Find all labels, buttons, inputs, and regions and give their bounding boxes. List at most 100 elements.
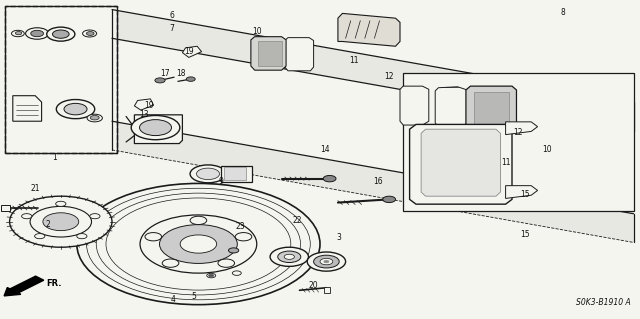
Circle shape (22, 214, 32, 219)
Bar (1, 205, 10, 211)
Polygon shape (338, 13, 400, 46)
Circle shape (56, 100, 95, 119)
Circle shape (83, 30, 97, 37)
Text: 2: 2 (45, 220, 51, 229)
Bar (5, 6, 117, 153)
Circle shape (10, 196, 112, 247)
Circle shape (320, 258, 333, 265)
Circle shape (218, 259, 235, 267)
Circle shape (307, 252, 346, 271)
Text: 5: 5 (191, 292, 196, 300)
Text: 11: 11 (501, 158, 510, 167)
Circle shape (278, 251, 301, 263)
Circle shape (131, 115, 180, 140)
Circle shape (186, 77, 195, 81)
Circle shape (383, 196, 396, 203)
Text: 13: 13 (139, 110, 149, 119)
Circle shape (155, 78, 165, 83)
Polygon shape (421, 129, 500, 196)
Circle shape (140, 120, 172, 136)
Circle shape (31, 30, 44, 37)
Circle shape (87, 114, 102, 122)
Bar (221, 166, 252, 182)
Circle shape (159, 225, 237, 263)
Text: 17: 17 (160, 69, 170, 78)
Text: 10: 10 (252, 27, 262, 36)
Text: 15: 15 (520, 190, 530, 199)
Circle shape (314, 255, 339, 268)
Circle shape (26, 28, 49, 39)
Polygon shape (112, 10, 634, 131)
Circle shape (207, 273, 216, 278)
Text: 19: 19 (144, 101, 154, 110)
Circle shape (52, 30, 69, 38)
Polygon shape (134, 99, 154, 110)
Circle shape (270, 247, 308, 266)
Circle shape (90, 115, 99, 120)
Circle shape (162, 259, 179, 267)
Polygon shape (182, 46, 202, 57)
Circle shape (190, 216, 207, 225)
Text: 18: 18 (176, 69, 185, 78)
Bar (474, 92, 509, 124)
Circle shape (56, 201, 66, 206)
Text: 8: 8 (561, 8, 566, 17)
Circle shape (77, 234, 87, 239)
Circle shape (140, 215, 257, 273)
Circle shape (324, 260, 329, 263)
Text: 11: 11 (349, 56, 358, 65)
Circle shape (196, 168, 220, 180)
Text: FR.: FR. (46, 279, 61, 288)
Polygon shape (506, 186, 538, 198)
Circle shape (145, 233, 162, 241)
Polygon shape (410, 124, 512, 204)
Text: 9: 9 (218, 177, 223, 186)
Text: 7: 7 (169, 24, 174, 33)
Text: 10: 10 (542, 145, 552, 154)
Text: 14: 14 (320, 145, 330, 154)
Circle shape (209, 274, 214, 277)
Text: 12: 12 (514, 128, 523, 137)
Text: S0K3-B1910 A: S0K3-B1910 A (575, 298, 630, 307)
Circle shape (86, 32, 94, 35)
Circle shape (12, 30, 24, 37)
Circle shape (47, 27, 75, 41)
Polygon shape (134, 115, 182, 144)
Text: 19: 19 (184, 47, 194, 56)
Polygon shape (251, 37, 286, 70)
Circle shape (15, 32, 22, 35)
Circle shape (43, 213, 79, 231)
Polygon shape (400, 86, 429, 125)
Text: 20: 20 (308, 281, 319, 290)
Bar (324, 287, 330, 293)
Circle shape (35, 234, 45, 239)
Text: 21: 21 (31, 184, 40, 193)
Polygon shape (13, 96, 42, 121)
Text: 3: 3 (337, 233, 342, 242)
Circle shape (64, 103, 87, 115)
Circle shape (232, 271, 241, 275)
Circle shape (180, 235, 216, 253)
Circle shape (77, 183, 320, 305)
Bar (224, 167, 246, 180)
Polygon shape (112, 121, 634, 242)
Polygon shape (435, 87, 467, 128)
Bar (403, 73, 634, 211)
Circle shape (284, 254, 294, 259)
Bar (5, 6, 117, 153)
Circle shape (30, 206, 92, 237)
Text: 15: 15 (520, 230, 530, 239)
Circle shape (323, 175, 336, 182)
Polygon shape (285, 38, 314, 71)
Text: 12: 12 (384, 72, 393, 81)
Text: 22: 22 (293, 216, 302, 225)
Circle shape (190, 165, 226, 183)
Circle shape (235, 233, 252, 241)
Circle shape (228, 248, 239, 253)
Polygon shape (506, 122, 538, 135)
Text: 4: 4 (170, 295, 175, 304)
Text: 16: 16 (372, 177, 383, 186)
Polygon shape (466, 86, 516, 129)
Text: 23: 23 (236, 222, 246, 231)
Bar (258, 41, 282, 66)
